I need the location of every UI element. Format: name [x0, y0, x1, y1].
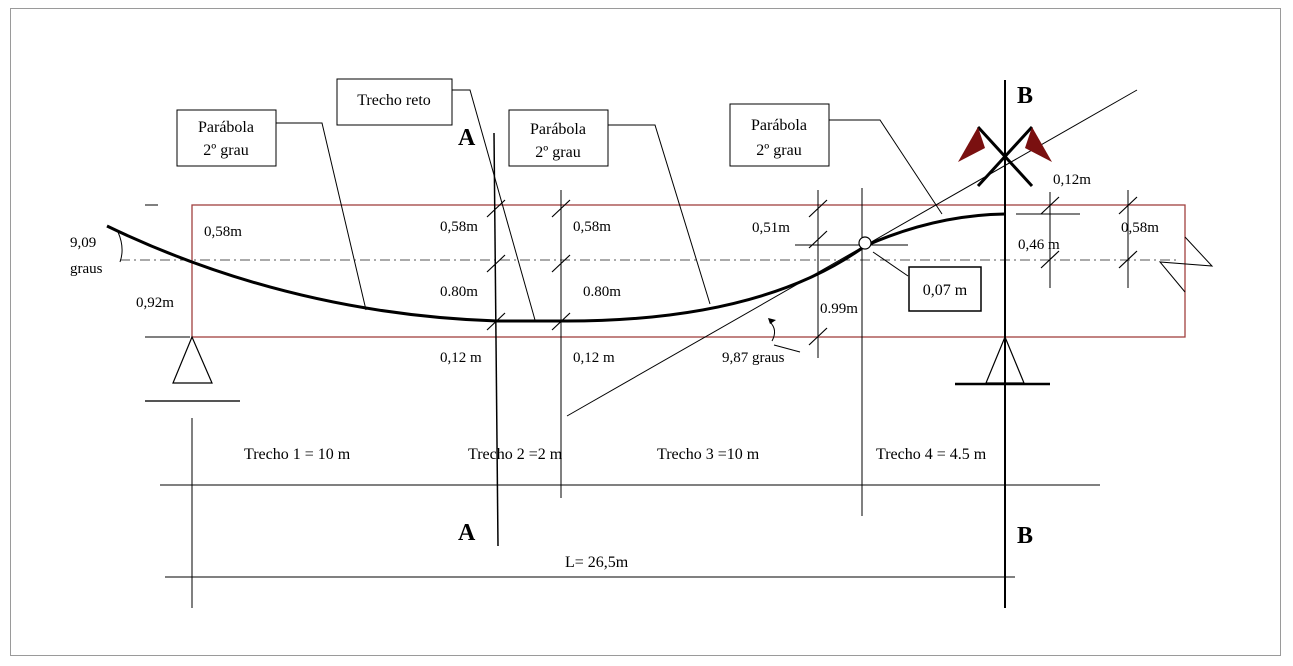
- offset-marker: [858, 236, 872, 250]
- angle-arc-left: [117, 231, 123, 263]
- section-b-top: B: [1017, 83, 1033, 109]
- parabola-1-line1: Parábola: [198, 119, 254, 136]
- leader-trecho-reto: [452, 89, 536, 321]
- parabola-3-line1: Parábola: [751, 117, 807, 134]
- angle-arc-right: [769, 321, 776, 342]
- span-trecho-1: Trecho 1 = 10 m: [244, 446, 351, 463]
- dim-b-mid: 0,46 m: [1018, 237, 1060, 253]
- dim-p3-top: 0,51m: [752, 220, 790, 236]
- offset-label: 0,07 m: [923, 282, 968, 299]
- dim-left-bottom: 0,92m: [136, 295, 174, 311]
- cable-profile: [106, 212, 1006, 323]
- label-box-offset: [908, 266, 982, 312]
- parabola-3-line2: 2º grau: [756, 142, 801, 159]
- span-trecho-4: Trecho 4 = 4.5 m: [876, 446, 987, 463]
- leader-parabola-3: [829, 119, 943, 215]
- leader-parabola-2: [608, 124, 711, 305]
- section-a-bottom: A: [458, 520, 476, 546]
- span-trecho-2: Trecho 2 =2 m: [468, 446, 563, 463]
- angle-arrow-right: [768, 318, 776, 324]
- label-box-parabola-3: [729, 103, 830, 167]
- dim-a1-mid: 0.80m: [440, 284, 478, 300]
- section-a-line: [493, 132, 499, 547]
- label-box-trecho-reto: [336, 78, 453, 126]
- label-box-parabola-2: [508, 109, 609, 167]
- dim-a2-top: 0,58m: [573, 219, 611, 235]
- anchor-flags: [958, 125, 1052, 188]
- angle-left-unit: graus: [70, 261, 103, 277]
- span-total: L= 26,5m: [565, 554, 629, 571]
- angle-left-value: 9,09: [70, 235, 96, 251]
- dim-p3-height: 0.99m: [820, 301, 858, 317]
- dim-left-top: 0,58m: [204, 224, 242, 240]
- tangent-line: [566, 89, 1138, 417]
- dim-a1-top: 0,58m: [440, 219, 478, 235]
- angle-right-label: 9,87 graus: [722, 350, 785, 366]
- label-box-parabola-1: [176, 109, 277, 167]
- dim-a2-mid: 0.80m: [583, 284, 621, 300]
- section-b-bottom: B: [1017, 523, 1033, 549]
- parabola-2-line2: 2º grau: [535, 144, 580, 161]
- support-left: [145, 335, 240, 402]
- dim-a2-bottom: 0,12 m: [573, 350, 615, 366]
- dimension-ticks: [486, 196, 1138, 346]
- parabola-2-line1: Parábola: [530, 121, 586, 138]
- section-a-top: A: [458, 125, 476, 151]
- dim-right-top: 0,58m: [1121, 220, 1159, 236]
- trecho-reto-label: Trecho reto: [357, 92, 431, 109]
- parabola-1-line2: 2º grau: [203, 142, 248, 159]
- span-trecho-3: Trecho 3 =10 m: [657, 446, 760, 463]
- break-symbol: [1158, 236, 1214, 293]
- dim-a1-bottom: 0,12 m: [440, 350, 482, 366]
- beam-outline: [191, 204, 1186, 338]
- support-right: [955, 335, 1050, 386]
- leader-parabola-1: [276, 122, 367, 311]
- dim-b-top: 0,12m: [1053, 172, 1091, 188]
